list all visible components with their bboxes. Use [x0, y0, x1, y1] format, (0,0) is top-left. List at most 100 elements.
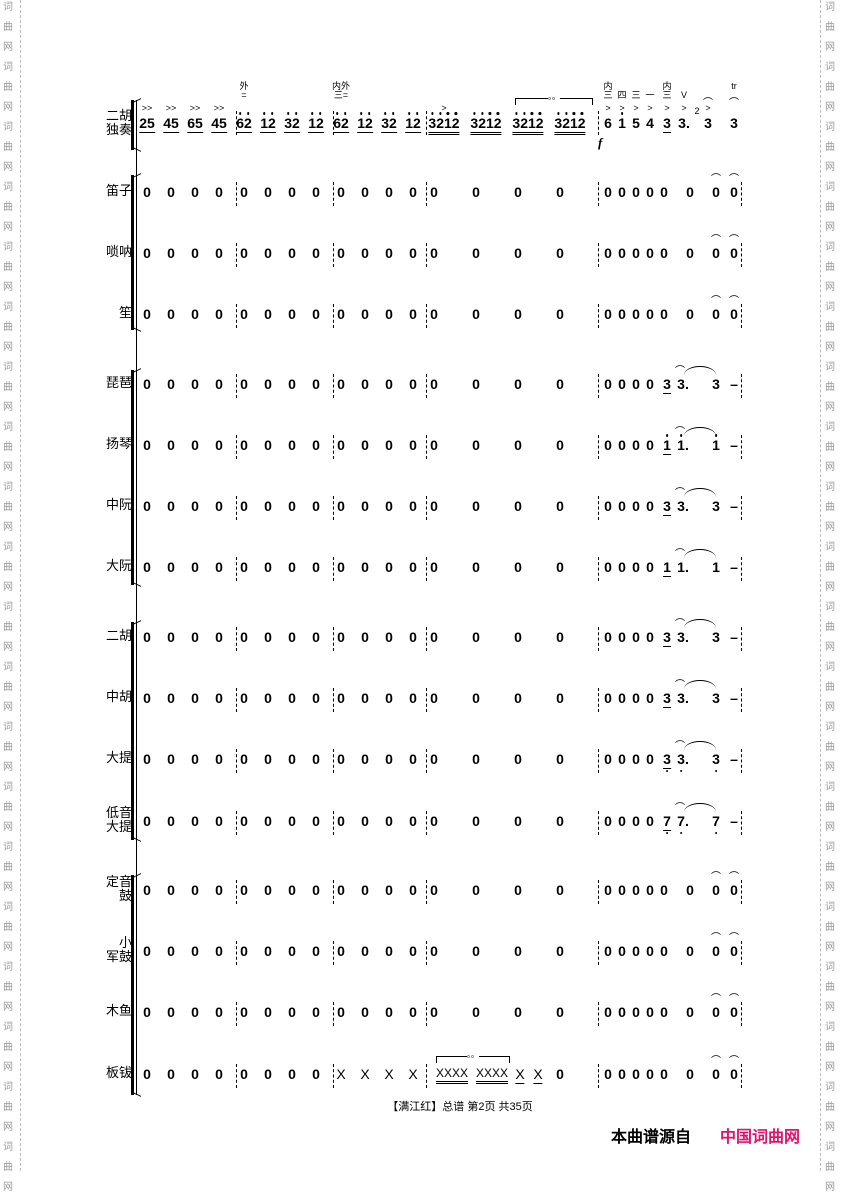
instrument-name: 大阮 — [105, 558, 132, 573]
rest-note: 0 — [712, 1066, 720, 1082]
accent-mark: > — [681, 103, 687, 113]
instrument-name: 二胡 独奏 — [105, 108, 132, 137]
barline — [598, 1002, 599, 1026]
rest-note: 0 — [143, 184, 151, 200]
rest-note: 0 — [264, 813, 272, 829]
rest-note: 0 — [312, 559, 320, 575]
rest-note: 0 — [514, 751, 522, 767]
rest-note: 0 — [409, 184, 417, 200]
rest-note: 0 — [514, 559, 522, 575]
accent-mark: > — [605, 103, 611, 113]
rest-note: 0 — [618, 245, 626, 261]
dash-mark: – — [730, 751, 738, 767]
barline — [426, 749, 427, 773]
watermark-text: 词曲网 — [825, 662, 835, 713]
rest-note: 0 — [712, 943, 720, 959]
watermark-text: 词曲网 — [825, 1082, 835, 1133]
dash-mark: – — [730, 690, 738, 706]
note: 65 — [187, 115, 203, 133]
barline — [333, 304, 334, 328]
rest-note: 0 — [618, 559, 626, 575]
rest-note: 0 — [618, 943, 626, 959]
group-bracket — [131, 370, 139, 585]
rest-note: 0 — [556, 184, 564, 200]
rest-note: 0 — [472, 437, 480, 453]
barline — [333, 111, 334, 135]
source-label: 本曲谱源自 — [611, 1129, 692, 1146]
barline — [236, 182, 237, 206]
rest-note: 0 — [604, 1004, 612, 1020]
bowing-annotation: 内三 — [603, 81, 613, 100]
rest-note: 0 — [556, 751, 564, 767]
rest-note: 0 — [472, 498, 480, 514]
instrument-name: 唢呐 — [105, 244, 132, 259]
tie — [684, 803, 716, 812]
rest-note: 0 — [430, 629, 438, 645]
rest-note: 0 — [240, 184, 248, 200]
watermark-border — [820, 0, 821, 1171]
fermata-icon: ⌒ — [729, 174, 739, 185]
rest-note: 0 — [430, 943, 438, 959]
rest-note: 0 — [556, 376, 564, 392]
rest-note: 0 — [556, 1004, 564, 1020]
rest-note: 0 — [430, 882, 438, 898]
rest-note: 0 — [191, 245, 199, 261]
rest-note: 0 — [430, 306, 438, 322]
rest-note: 0 — [264, 376, 272, 392]
source-site-link[interactable]: 中国词曲网 — [720, 1129, 801, 1146]
watermark-text: 词曲网 — [825, 242, 835, 293]
rest-note: 0 — [556, 882, 564, 898]
watermark-text: 词曲网 — [825, 122, 835, 173]
watermark-text: 词曲网 — [825, 722, 835, 773]
rest-note: 0 — [288, 882, 296, 898]
fermata-icon: ⌒ — [675, 488, 685, 499]
rest-note: 0 — [472, 690, 480, 706]
barline — [236, 304, 237, 328]
barline — [598, 111, 599, 135]
instrument-name: 二胡 — [105, 628, 132, 643]
rest-note: 0 — [240, 813, 248, 829]
rest-note: 0 — [240, 245, 248, 261]
watermark-text: 词曲网 — [3, 782, 13, 833]
hit-note: X — [533, 1066, 543, 1084]
rest-note: 0 — [409, 376, 417, 392]
rest-note: 0 — [514, 184, 522, 200]
rest-note: 0 — [604, 559, 612, 575]
dash-mark: – — [730, 559, 738, 575]
rest-note: 0 — [686, 882, 694, 898]
rest-note: 0 — [215, 943, 223, 959]
barline — [741, 182, 742, 206]
barline — [236, 243, 237, 267]
rest-note: 0 — [361, 184, 369, 200]
rest-note: 0 — [215, 690, 223, 706]
barline — [333, 941, 334, 965]
rest-note: 0 — [646, 813, 654, 829]
note: 3 — [712, 376, 720, 392]
rest-note: 0 — [409, 1004, 417, 1020]
rest-note: 0 — [618, 882, 626, 898]
fermata-icon: ⌒ — [729, 872, 739, 883]
rest-note: 0 — [264, 882, 272, 898]
barline — [333, 1064, 334, 1088]
rest-note: 0 — [472, 629, 480, 645]
note: 6 — [604, 115, 612, 131]
rest-note: 0 — [361, 245, 369, 261]
accent-mark: > — [441, 103, 447, 113]
rest-note: 0 — [337, 498, 345, 514]
instrument-name: 小军鼓 — [105, 935, 132, 964]
watermark-text: 词曲网 — [825, 362, 835, 413]
bowing-annotation: 四 — [617, 90, 627, 100]
watermark-text: 词曲网 — [825, 302, 835, 353]
rest-note: 0 — [167, 690, 175, 706]
rest-note: 0 — [167, 306, 175, 322]
tie — [684, 680, 716, 689]
rest-note: 0 — [556, 629, 564, 645]
rest-note: 0 — [312, 751, 320, 767]
rest-note: 0 — [632, 751, 640, 767]
rest-note: 0 — [385, 306, 393, 322]
rest-note: 0 — [288, 751, 296, 767]
rest-note: 0 — [143, 690, 151, 706]
hit-note: X — [408, 1066, 418, 1082]
rest-note: 0 — [337, 376, 345, 392]
note: 3. — [677, 376, 689, 392]
